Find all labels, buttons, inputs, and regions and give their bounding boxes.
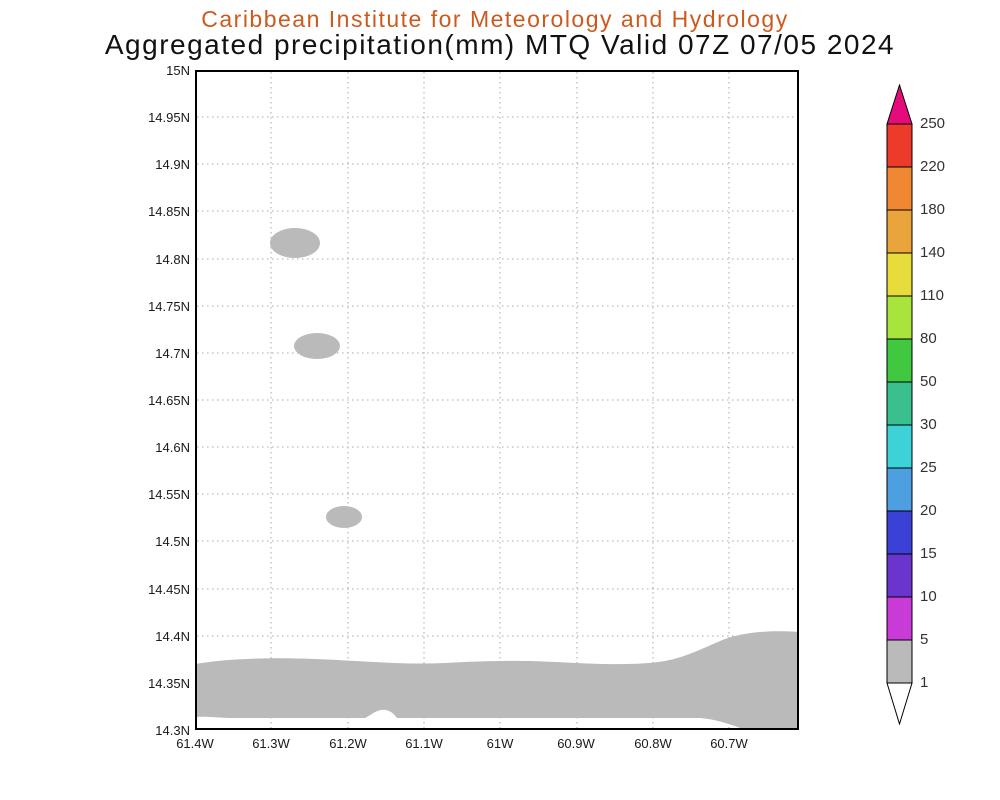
x-tick-label: 61W	[486, 736, 514, 751]
colorbar-segment	[886, 381, 913, 426]
x-tick-label: 61.3W	[252, 736, 290, 751]
colorbar-segment	[886, 424, 913, 469]
colorbar-segment	[886, 338, 913, 383]
colorbar-segment	[886, 252, 913, 297]
colorbar-label: 5	[920, 631, 929, 648]
y-tick-label: 14.45N	[148, 582, 190, 597]
y-tick-label: 14.95N	[148, 110, 190, 125]
colorbar-segment	[886, 467, 913, 512]
colorbar-label: 20	[920, 502, 937, 519]
colorbar-label: 80	[920, 330, 937, 347]
colorbar-label: 30	[920, 416, 937, 433]
colorbar-label: 1	[920, 674, 929, 691]
colorbar-segment	[886, 553, 913, 598]
chart-title: Aggregated precipitation(mm) MTQ Valid 0…	[104, 29, 896, 60]
x-tick-label: 60.8W	[634, 736, 672, 751]
y-tick-label: 14.7N	[155, 346, 190, 361]
y-tick-label: 14.6N	[155, 440, 190, 455]
y-tick-label: 14.9N	[155, 157, 190, 172]
precip-blob	[326, 506, 362, 528]
colorbar-label: 15	[920, 545, 937, 562]
y-tick-label: 14.55N	[148, 487, 190, 502]
colorbar-segment	[886, 209, 913, 254]
colorbar-label: 10	[920, 588, 937, 605]
y-tick-label: 14.8N	[155, 252, 190, 267]
y-tick-label: 14.85N	[148, 204, 190, 219]
x-tick-label: 60.7W	[710, 736, 748, 751]
colorbar-segment	[886, 639, 913, 684]
y-tick-label: 14.35N	[148, 676, 190, 691]
colorbar-label: 180	[920, 201, 946, 218]
colorbar	[886, 83, 913, 726]
precip-blob	[294, 333, 340, 359]
colorbar-segment	[886, 123, 913, 168]
x-tick-label: 60.9W	[557, 736, 595, 751]
colorbar-segment	[886, 166, 913, 211]
y-tick-label: 15N	[166, 63, 190, 78]
colorbar-label: 25	[920, 459, 937, 476]
x-tick-label: 61.2W	[329, 736, 367, 751]
y-tick-label: 14.5N	[155, 534, 190, 549]
precipitation-map	[195, 70, 799, 730]
colorbar-label: 250	[920, 115, 946, 132]
colorbar-label: 50	[920, 373, 937, 390]
y-tick-label: 14.3N	[155, 723, 190, 738]
colorbar-segment	[886, 596, 913, 641]
colorbar-label: 140	[920, 244, 946, 261]
colorbar-underflow-arrow	[886, 682, 913, 726]
x-tick-label: 61.1W	[405, 736, 443, 751]
plot-border	[195, 70, 799, 730]
x-tick-label: 61.4W	[176, 736, 214, 751]
colorbar-label: 110	[920, 287, 944, 304]
y-tick-label: 14.4N	[155, 629, 190, 644]
org-title: Caribbean Institute for Meteorology and …	[201, 6, 789, 32]
colorbar-segment	[886, 295, 913, 340]
colorbar-graphic	[886, 83, 913, 726]
y-tick-label: 14.65N	[148, 393, 190, 408]
y-tick-label: 14.75N	[148, 299, 190, 314]
colorbar-segment	[886, 510, 913, 555]
map-plot-area	[195, 70, 799, 730]
colorbar-overflow-arrow	[886, 83, 913, 125]
precip-blob	[270, 228, 320, 258]
precip-coastal-band	[195, 631, 799, 728]
colorbar-label: 220	[920, 158, 946, 175]
